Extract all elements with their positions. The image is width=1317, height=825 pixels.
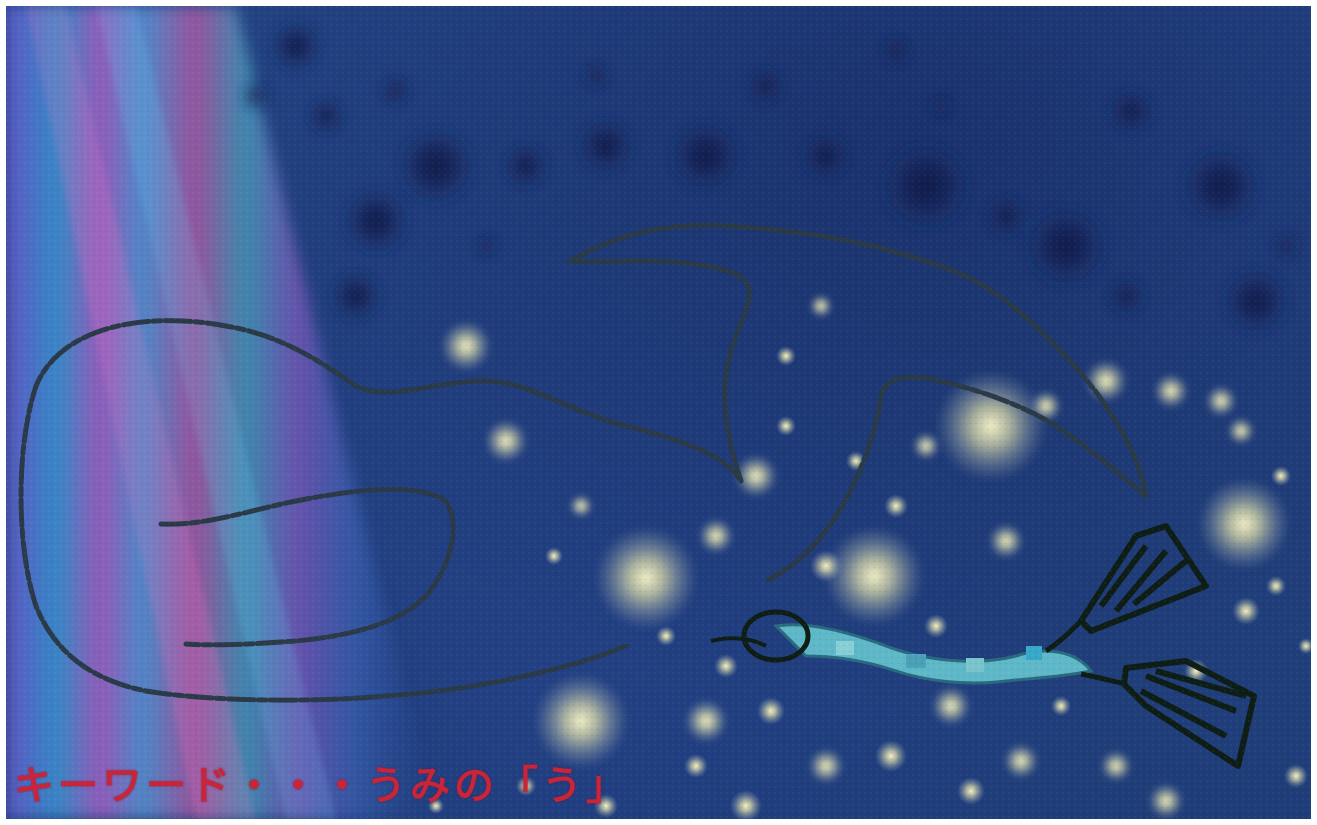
caption-text: キーワード・・・うみの「う」: [14, 763, 630, 809]
texture-overlay: [6, 6, 1311, 819]
illustration-frame: キーワード・・・うみの「う」: [6, 6, 1311, 819]
ocean-scene: [6, 6, 1311, 819]
